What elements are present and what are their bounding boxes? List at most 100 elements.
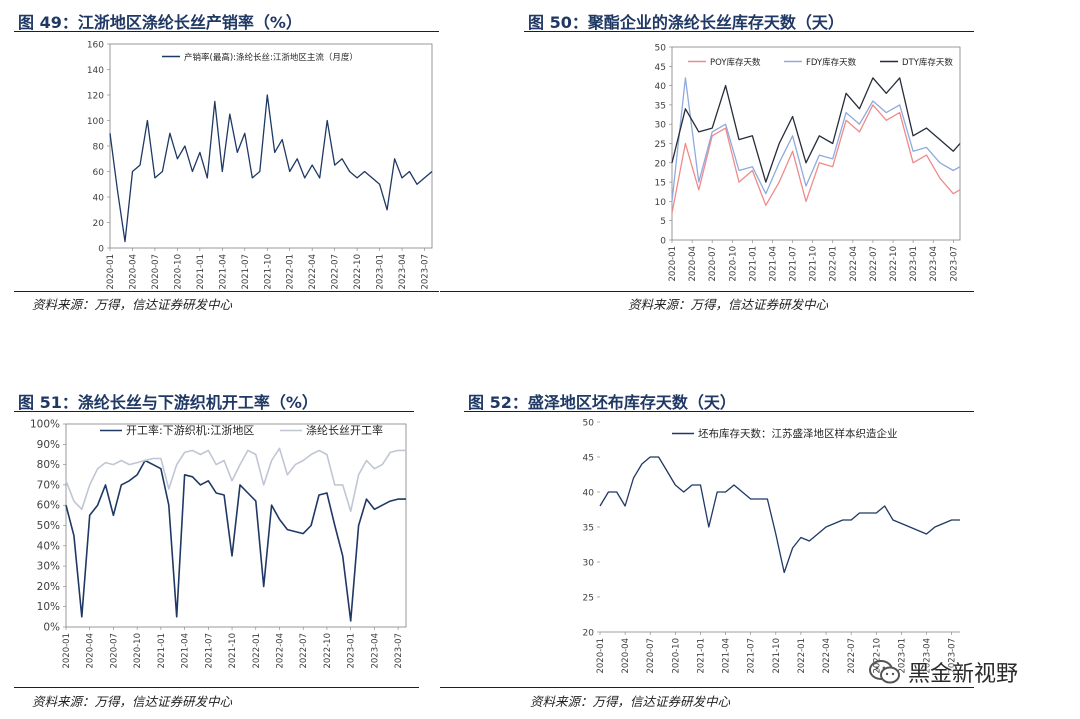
x-tick-label: 2021-10 <box>809 246 819 282</box>
x-tick-label: 2021-04 <box>181 633 191 669</box>
y-tick-label: 20 <box>93 219 105 229</box>
y-tick-label: 60% <box>37 500 60 512</box>
chart-50-title: 图 50：聚酯企业的涤纶长丝库存天数（天） <box>528 13 844 32</box>
source-rule-51 <box>14 687 419 688</box>
x-tick-label: 2022-07 <box>869 246 879 282</box>
y-tick-label: 10% <box>37 601 60 613</box>
x-tick-label: 2022-07 <box>299 633 309 669</box>
y-tick-label: 30 <box>655 121 667 131</box>
chart-50-source: 资料来源：万得，信达证券研发中心 <box>628 297 829 312</box>
x-tick-label: 2022-10 <box>353 254 363 290</box>
y-tick-label: 140 <box>87 66 104 76</box>
x-tick-label: 2023-07 <box>949 246 959 282</box>
x-tick-label: 2023-01 <box>897 638 907 674</box>
y-tick-label: 40 <box>583 489 595 499</box>
x-tick-label: 2022-10 <box>889 246 899 282</box>
legend-label-1: 产销率(最高):涤纶长丝:江浙地区主流（月度） <box>184 52 358 63</box>
x-tick-label: 2020-07 <box>646 638 656 674</box>
y-tick-label: 30% <box>37 561 60 573</box>
x-tick-label: 2023-04 <box>929 246 939 282</box>
x-tick-label: 2021-01 <box>696 638 706 674</box>
y-tick-label: 80 <box>93 143 105 153</box>
x-tick-label: 2021-01 <box>196 254 206 290</box>
x-tick-label: 2022-01 <box>797 638 807 674</box>
series-line-2 <box>65 447 406 513</box>
x-tick-label: 2021-10 <box>772 638 782 674</box>
y-tick-label: 45 <box>655 63 666 73</box>
y-tick-label: 15 <box>655 179 666 189</box>
legend-label-1: 开工率:下游织机:江浙地区 <box>126 423 254 437</box>
y-tick-label: 40 <box>93 194 105 204</box>
x-tick-label: 2020-01 <box>106 254 116 290</box>
y-tick-label: 90% <box>37 439 60 451</box>
x-tick-label: 2022-10 <box>872 638 882 674</box>
y-tick-label: 30 <box>583 559 595 569</box>
y-tick-label: 80% <box>37 459 60 471</box>
x-tick-label: 2021-04 <box>218 254 228 290</box>
y-tick-label: 20 <box>583 629 595 639</box>
x-tick-label: 2021-07 <box>204 633 214 669</box>
x-tick-label: 2021-07 <box>241 254 251 290</box>
legend-label-3: DTY库存天数 <box>902 57 953 68</box>
x-tick-label: 2021-01 <box>748 246 758 282</box>
x-tick-label: 2022-04 <box>275 633 285 669</box>
chart-49-title: 图 49：江浙地区涤纶长丝产销率（%） <box>18 13 302 32</box>
y-tick-label: 25 <box>655 140 666 150</box>
x-tick-label: 2023-07 <box>948 638 958 674</box>
legend-label-2: FDY库存天数 <box>806 57 857 68</box>
y-tick-label: 160 <box>87 41 104 51</box>
x-tick-label: 2022-01 <box>252 633 262 669</box>
x-tick-label: 2021-07 <box>747 638 757 674</box>
y-tick-label: 20% <box>37 581 60 593</box>
x-tick-label: 2020-10 <box>671 638 681 674</box>
chart-51-operating-rate: 0% 10% 20% 30% 40% 50% 60% 70% 80% 90% 100% 2020-01… <box>30 419 407 669</box>
title-rule-52 <box>464 411 974 412</box>
x-tick-label: 2022-07 <box>847 638 857 674</box>
legend-label-1: 坯布库存天数：江苏盛泽地区样本织造企业 <box>698 427 898 440</box>
chart-49-sales-rate: 0 20 40 60 80 100 120 140 160 2020-01 2020-04 2020-… <box>87 41 433 290</box>
x-tick-label: 2020-10 <box>728 246 738 282</box>
y-tick-label: 25 <box>583 594 594 604</box>
x-tick-label: 2022-01 <box>286 254 296 290</box>
series-line-1 <box>109 94 433 243</box>
x-tick-label: 2020-04 <box>128 254 138 290</box>
title-rule-49 <box>14 31 439 32</box>
wechat-icon <box>869 660 900 684</box>
y-tick-label: 0 <box>98 245 104 255</box>
x-tick-label: 2022-04 <box>849 246 859 282</box>
x-tick-label: 2023-07 <box>394 633 404 669</box>
y-tick-label: 40 <box>655 82 667 92</box>
x-tick-label: 2021-04 <box>768 246 778 282</box>
source-rule-50 <box>440 291 974 292</box>
y-tick-label: 50% <box>37 520 60 532</box>
x-tick-label: 2020-07 <box>708 246 718 282</box>
x-tick-label: 2020-07 <box>109 633 119 669</box>
legend-label-2: 涤纶长丝开工率 <box>306 423 383 437</box>
legend-label-1: POY库存天数 <box>710 57 761 68</box>
x-tick-label: 2020-07 <box>151 254 161 290</box>
x-tick-label: 2022-01 <box>829 246 839 282</box>
x-tick-label: 2022-10 <box>323 633 333 669</box>
title-rule-51 <box>14 411 414 412</box>
y-tick-label: 60 <box>93 168 105 178</box>
y-tick-label: 120 <box>87 92 104 102</box>
y-tick-label: 5 <box>660 217 666 227</box>
y-tick-label: 0 <box>660 237 666 247</box>
x-tick-label: 2023-04 <box>370 633 380 669</box>
series-line-1 <box>599 456 960 574</box>
x-tick-label: 2020-01 <box>668 246 678 282</box>
series-line-1 <box>65 459 406 622</box>
x-tick-label: 2021-07 <box>789 246 799 282</box>
series-line-2 <box>671 77 961 202</box>
x-tick-label: 2023-04 <box>923 638 933 674</box>
x-tick-label: 2020-01 <box>596 638 606 674</box>
y-tick-label: 100% <box>30 419 60 431</box>
chart-52-grey-fabric-days: 20 25 30 35 40 45 50 2020-01 2020-04 2020-07 2020-… <box>583 419 960 674</box>
x-tick-label: 2021-04 <box>722 638 732 674</box>
x-tick-label: 2020-04 <box>621 638 631 674</box>
x-tick-label: 2023-07 <box>421 254 431 290</box>
plot-frame <box>109 43 433 249</box>
x-tick-label: 2020-01 <box>62 633 72 669</box>
series-line-1 <box>671 104 961 214</box>
chart-50-inventory-days: 0 5 10 15 20 25 30 35 40 45 50 2020-01 2020-04 2020-0… <box>655 44 961 282</box>
